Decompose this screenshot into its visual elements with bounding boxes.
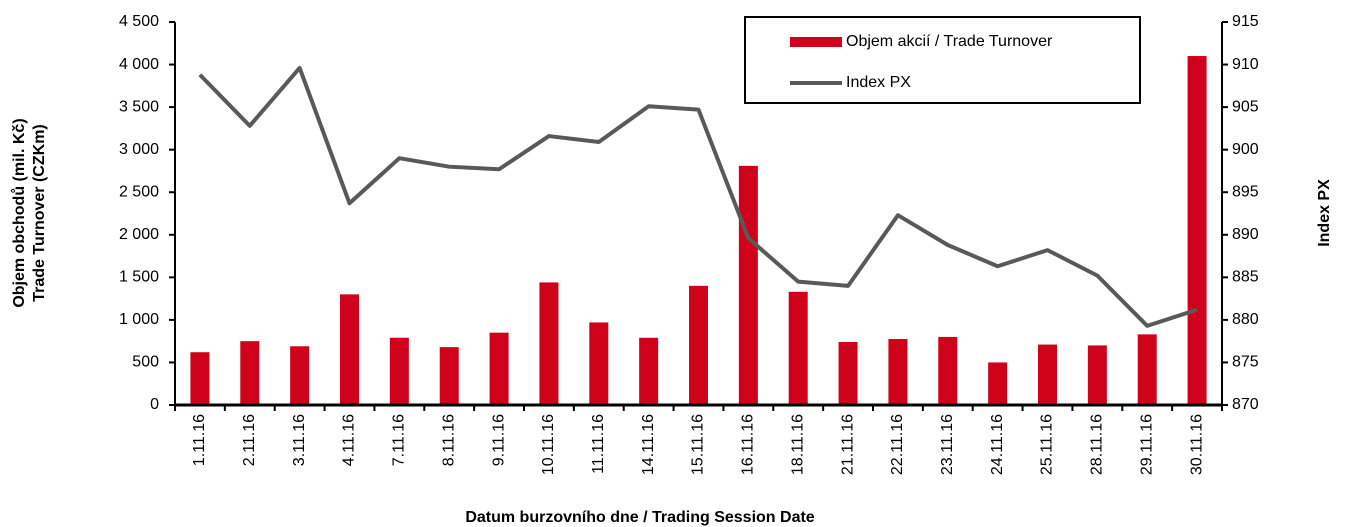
x-tick-label: 21.11.16: [839, 414, 856, 475]
y2-tick-label: 915: [1232, 13, 1259, 30]
bar: [439, 347, 459, 405]
y2-tick-label: 885: [1232, 269, 1259, 286]
x-tick-label: 9.11.16: [490, 414, 507, 466]
y2-tick-label: 890: [1232, 226, 1259, 243]
y2-tick-label: 875: [1232, 354, 1259, 371]
bar: [489, 332, 509, 405]
bar: [539, 282, 559, 405]
y-tick-label: 1 500: [119, 269, 159, 286]
bar: [838, 342, 858, 405]
bar: [1087, 345, 1107, 405]
x-tick-label: 30.11.16: [1188, 414, 1205, 475]
x-tick-label: 14.11.16: [640, 414, 657, 475]
y-tick-label: 0: [150, 396, 159, 413]
x-tick-label: 15.11.16: [690, 414, 707, 475]
bar: [240, 341, 260, 405]
bar: [1187, 56, 1207, 406]
x-tick-label: 10.11.16: [540, 414, 557, 475]
x-tick-label: 22.11.16: [889, 414, 906, 475]
bar: [689, 285, 708, 405]
legend-swatch: [790, 37, 842, 47]
x-tick-label: 23.11.16: [939, 414, 956, 475]
bar: [389, 337, 409, 405]
x-tick-label: 11.11.16: [590, 414, 607, 474]
x-tick-label: 18.11.16: [789, 414, 806, 475]
x-tick-label: 7.11.16: [391, 414, 408, 466]
x-tick-label: 24.11.16: [989, 414, 1006, 475]
y2-tick-label: 900: [1232, 141, 1259, 158]
legend-box: [744, 16, 1141, 104]
bar: [788, 291, 808, 405]
y2-tick-label: 870: [1232, 396, 1259, 413]
y-axis-title: Trade Turnover (CZKm): [31, 124, 48, 302]
bar: [888, 339, 908, 405]
x-tick-label: 4.11.16: [341, 414, 358, 466]
x-tick-label: 1.11.16: [191, 414, 208, 466]
x-tick-label: 16.11.16: [740, 414, 757, 475]
legend-label: Index PX: [846, 74, 911, 91]
y-tick-label: 4 000: [119, 56, 159, 73]
y-tick-label: 3 500: [119, 98, 159, 115]
bar: [290, 346, 310, 405]
x-tick-label: 25.11.16: [1039, 414, 1056, 475]
x-tick-label: 3.11.16: [291, 414, 308, 466]
bar: [1038, 344, 1057, 405]
x-tick-label: 28.11.16: [1089, 414, 1106, 475]
y-tick-label: 2 500: [119, 183, 159, 200]
line: [198, 65, 1198, 328]
bar: [1137, 334, 1157, 405]
bar: [938, 336, 958, 405]
y2-tick-label: 895: [1232, 183, 1259, 200]
bar: [589, 322, 609, 405]
y2-axis-title: Index PX: [1316, 179, 1333, 247]
y-tick-label: 500: [132, 354, 159, 371]
bar: [988, 362, 1008, 405]
y-tick-label: 3 000: [119, 141, 159, 158]
y-tick-label: 1 000: [119, 311, 159, 328]
x-tick-label: 2.11.16: [241, 414, 258, 466]
y2-tick-label: 880: [1232, 311, 1259, 328]
y-axis-title: Objem obchodů (mil. Kč): [11, 118, 28, 307]
x-tick-label: 29.11.16: [1138, 414, 1155, 475]
bar: [738, 165, 758, 405]
y-tick-label: 4 500: [119, 13, 159, 30]
y-tick-label: 2 000: [119, 226, 159, 243]
y2-tick-label: 910: [1232, 56, 1259, 73]
legend-label: Objem akcií / Trade Turnover: [846, 33, 1053, 50]
y2-tick-label: 905: [1232, 98, 1259, 115]
x-tick-label: 8.11.16: [440, 414, 457, 466]
x-axis-title: Datum burzovního dne / Trading Session D…: [465, 509, 814, 526]
bar: [639, 337, 659, 405]
bar: [340, 294, 359, 405]
bar: [190, 352, 210, 405]
